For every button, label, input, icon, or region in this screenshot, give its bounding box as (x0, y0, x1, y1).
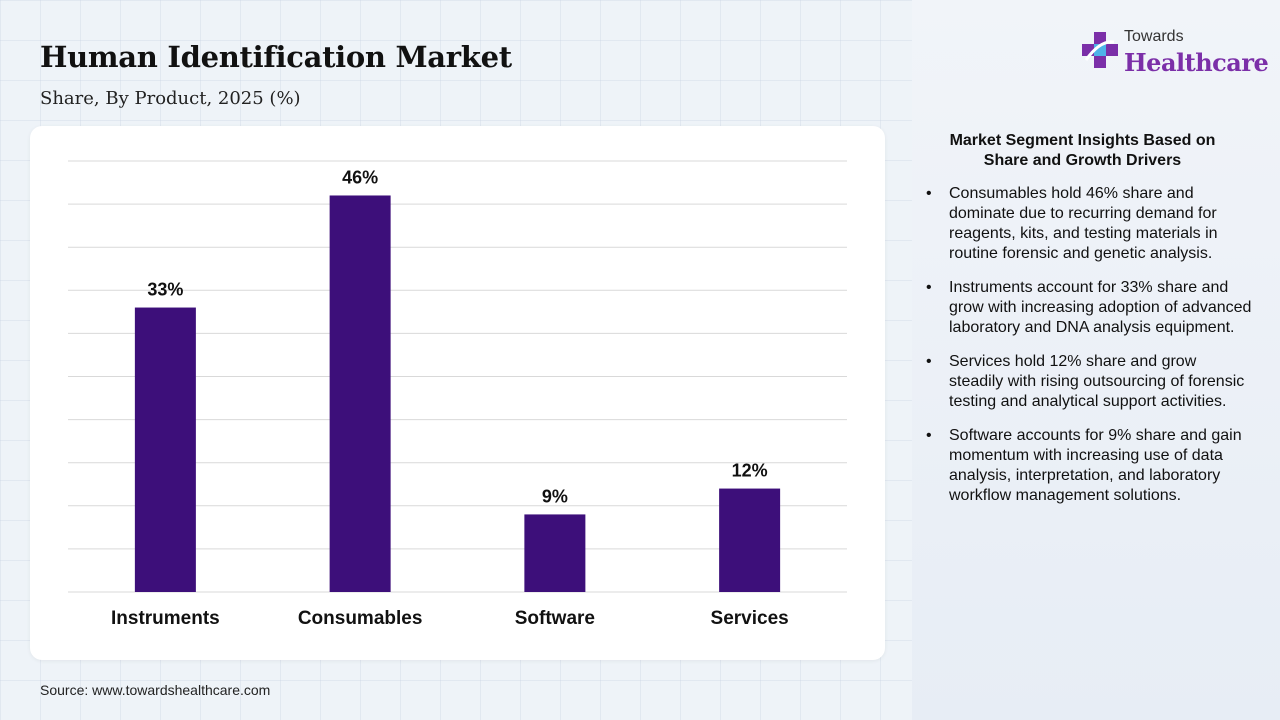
insights-list: • Consumables hold 46% share and dominate… (922, 184, 1252, 520)
bullet-icon: • (926, 185, 932, 202)
insights-panel (912, 0, 1280, 720)
plus-cross-icon (1082, 32, 1118, 68)
bar (134, 307, 196, 592)
insight-item: • Consumables hold 46% share and dominate… (922, 184, 1252, 264)
page-title: Human Identification Market (40, 40, 512, 74)
logo-text-main: Healthcare (1124, 48, 1269, 77)
category-label: Software (515, 608, 595, 629)
data-label: 46% (342, 167, 378, 187)
insight-item: • Services hold 12% share and grow steadi… (922, 352, 1252, 412)
data-label: 12% (732, 461, 768, 481)
source-note: Source: www.towardshealthcare.com (40, 682, 271, 698)
insight-item: • Software accounts for 9% share and gain… (922, 426, 1252, 506)
bar-chart: 33% Instruments 46% Consumables 9% Software 12… (68, 160, 847, 629)
bullet-icon: • (926, 279, 932, 296)
insight-text: Consumables hold 46% share and dominate … (949, 185, 1218, 262)
insight-text: Instruments account for 33% share and gr… (949, 279, 1252, 336)
bullet-icon: • (926, 353, 932, 370)
data-label: 9% (542, 486, 568, 506)
bar (329, 195, 391, 592)
category-label: Consumables (298, 608, 423, 629)
insights-title: Market Segment Insights Based on Share a… (949, 132, 1216, 169)
insight-text: Software accounts for 9% share and gain … (949, 427, 1242, 504)
bar (524, 514, 586, 592)
insight-text: Services hold 12% share and grow steadil… (949, 353, 1245, 410)
brand-logo: Towards Healthcare (1080, 28, 1269, 78)
page-subtitle: Share, By Product, 2025 (%) (40, 88, 301, 109)
bar (719, 488, 781, 592)
bullet-icon: • (926, 427, 932, 444)
category-label: Services (711, 608, 789, 629)
data-label: 33% (147, 280, 183, 300)
category-label: Instruments (111, 608, 220, 629)
chart-card: 33% Instruments 46% Consumables 9% Software 12… (30, 126, 885, 660)
insight-item: • Instruments account for 33% share and g… (922, 278, 1252, 338)
logo-text-top: Towards (1124, 28, 1184, 45)
